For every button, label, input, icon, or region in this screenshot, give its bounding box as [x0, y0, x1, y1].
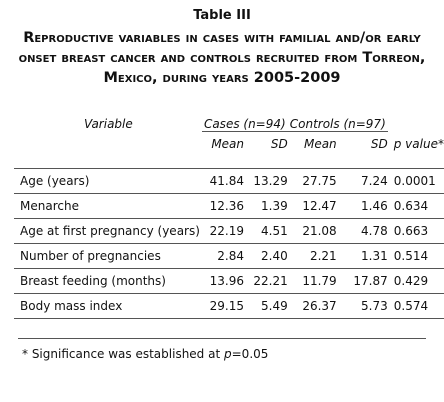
table-cell: 4.78: [336, 218, 388, 244]
table-cell: 26.37: [287, 293, 337, 319]
table-cell: 5.49: [244, 293, 288, 319]
table-cell: 1.39: [244, 193, 288, 219]
table-cell: 22.19: [201, 218, 245, 244]
table-cell: 22.21: [244, 268, 288, 294]
empty-cell: [14, 154, 444, 169]
table-cell: 21.08: [287, 218, 337, 244]
footnote-rule: [18, 338, 426, 339]
column-header: Mean: [211, 137, 245, 151]
table-cell: 2.84: [201, 243, 245, 269]
row-label: Number of pregnancies: [14, 243, 202, 269]
column-header: Mean: [303, 137, 337, 151]
footnote-italic: p: [224, 347, 232, 361]
table-cell: 2.21: [287, 243, 337, 269]
group-label: Controls (n=97): [287, 117, 388, 132]
footnote: * Significance was established at p=0.05: [22, 347, 268, 361]
column-header: p value*: [393, 137, 444, 151]
table-cell: 27.75: [287, 168, 337, 194]
table-cell: 0.0001: [387, 168, 444, 194]
table-cell: 29.15: [201, 293, 245, 319]
table-cell: 17.87: [336, 268, 388, 294]
table-cell: 0.663: [387, 218, 444, 244]
table-row: Number of pregnancies 2.84 2.40 2.21 1.31 0.5…: [14, 243, 444, 269]
table-row: Age at first pregnancy (years) 22.19 4.51 2…: [14, 218, 444, 244]
table-cell: 0.514: [387, 243, 444, 269]
table-cell: 13.96: [201, 268, 245, 294]
group-label: Cases (n=94): [201, 117, 288, 132]
table-cell: 0.429: [387, 268, 444, 294]
table-cell: 7.24: [336, 168, 388, 194]
table-cell: 0.634: [387, 193, 444, 219]
table-row: Body mass index 29.15 5.49 26.37 5.73 0.574: [14, 293, 444, 319]
table-cell: 41.84: [201, 168, 245, 194]
row-label: Body mass index: [14, 293, 202, 319]
empty-cell: [388, 114, 444, 134]
data-table: Variable Cases (n=94) Controls (n=97) Me…: [14, 114, 444, 319]
group-header: Cases (n=94): [201, 114, 288, 134]
column-header: SD: [270, 137, 288, 151]
table-caption: Reproductive variables in cases with fam…: [18, 30, 426, 86]
footnote-text: =0.05: [231, 347, 269, 361]
empty-cell: [14, 134, 202, 154]
table-cell: 11.79: [287, 268, 337, 294]
group-header: Controls (n=97): [287, 114, 388, 134]
subheader-row: Mean SD Mean SD p value*: [14, 134, 444, 154]
table-cell: 13.29: [244, 168, 288, 194]
row-label: Breast feeding (months): [14, 268, 202, 294]
group-header-row: Variable Cases (n=94) Controls (n=97): [14, 114, 444, 134]
row-label: Age (years): [14, 168, 202, 194]
table-row: Age (years) 41.84 13.29 27.75 7.24 0.0001: [14, 168, 444, 194]
table-cell: 0.574: [387, 293, 444, 319]
table-cell: 4.51: [244, 218, 288, 244]
table-row: Breast feeding (months) 13.96 22.21 11.79 17…: [14, 268, 444, 294]
footnote-text: * Significance was established at: [22, 347, 224, 361]
table-cell: 12.47: [287, 193, 337, 219]
table-row: Menarche 12.36 1.39 12.47 1.46 0.634: [14, 193, 444, 219]
table-cell: 1.31: [336, 243, 388, 269]
spacer: [14, 154, 444, 169]
row-label: Menarche: [14, 193, 202, 219]
table-cell: 1.46: [336, 193, 388, 219]
table-cell: 12.36: [201, 193, 245, 219]
table-number: Table III: [193, 8, 251, 23]
table-cell: 2.40: [244, 243, 288, 269]
table-cell: 5.73: [336, 293, 388, 319]
column-header: SD: [370, 137, 388, 151]
variable-header: Variable: [84, 117, 133, 131]
row-label: Age at first pregnancy (years): [14, 218, 202, 244]
